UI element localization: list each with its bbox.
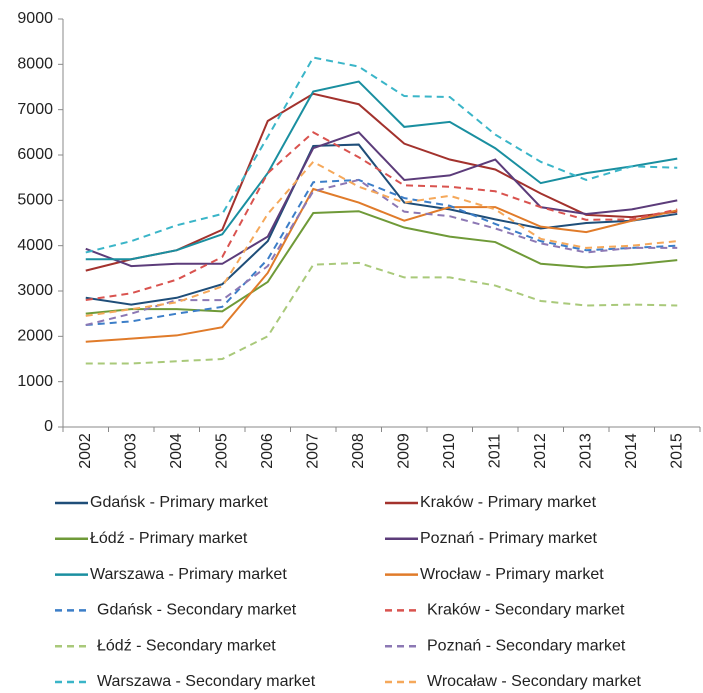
- x-tick-label: 2015: [668, 433, 685, 469]
- legend-label: Wrocaław - Secondary market: [427, 673, 642, 690]
- legend-label: Kraków - Primary market: [420, 494, 597, 511]
- x-tick-label: 2005: [213, 433, 230, 469]
- legend-label: Łódź - Primary market: [90, 530, 248, 547]
- x-tick-label: 2014: [623, 433, 640, 469]
- series-line: [85, 160, 678, 317]
- x-tick-label: 2011: [486, 434, 503, 469]
- legend-label: Gdańsk - Secondary market: [97, 602, 297, 619]
- x-tick-label: 2013: [577, 433, 594, 469]
- y-tick-label: 4000: [17, 237, 53, 254]
- legend-label: Wrocław - Primary market: [420, 566, 604, 583]
- series-line: [85, 131, 678, 302]
- series-line: [85, 210, 678, 315]
- y-tick-label: 3000: [17, 282, 53, 299]
- legend-label: Warszawa - Primary market: [90, 566, 287, 583]
- x-tick-label: 2006: [259, 433, 276, 469]
- y-tick-label: 0: [44, 418, 53, 435]
- series-line: [85, 80, 678, 261]
- y-tick-label: 5000: [17, 192, 53, 209]
- series-line: [85, 187, 678, 343]
- y-tick-label: 6000: [17, 146, 53, 163]
- x-tick-label: 2007: [304, 433, 321, 469]
- legend-label: Poznań - Secondary market: [427, 637, 626, 654]
- series-line: [85, 92, 678, 272]
- x-tick-label: 2003: [122, 433, 139, 469]
- series-line: [85, 56, 678, 254]
- legend-label: Gdańsk - Primary market: [90, 494, 268, 511]
- y-tick-label: 9000: [17, 10, 53, 27]
- series-line: [85, 261, 678, 365]
- x-tick-label: 2008: [350, 433, 367, 469]
- legend-label: Kraków - Secondary market: [427, 602, 625, 619]
- y-tick-label: 1000: [17, 373, 53, 390]
- x-tick-label: 2002: [77, 433, 94, 469]
- series-line: [85, 178, 678, 326]
- y-tick-label: 8000: [17, 56, 53, 73]
- x-tick-label: 2010: [441, 433, 458, 469]
- legend-label: Poznań - Primary market: [420, 530, 597, 547]
- y-tick-label: 2000: [17, 328, 53, 345]
- series-line: [85, 143, 678, 306]
- x-tick-label: 2009: [395, 433, 412, 469]
- y-tick-label: 7000: [17, 101, 53, 118]
- x-tick-label: 2012: [532, 433, 549, 469]
- x-tick-label: 2004: [168, 433, 185, 469]
- legend-label: Łódź - Secondary market: [97, 637, 276, 654]
- legend-label: Warszawa - Secondary market: [97, 673, 316, 690]
- series-line: [85, 131, 678, 268]
